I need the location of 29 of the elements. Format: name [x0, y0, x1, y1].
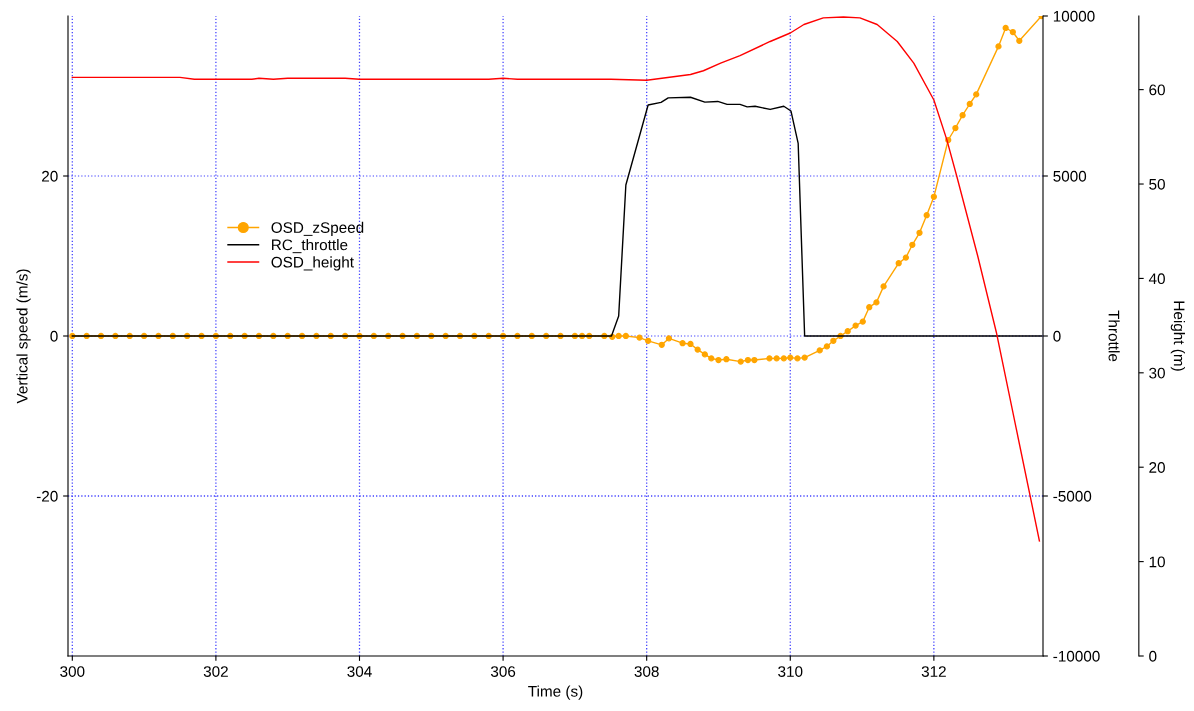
- x-tick-label: 310: [778, 666, 803, 677]
- x-tick-label: 300: [60, 666, 85, 677]
- legend-label: OSD_height: [271, 256, 354, 271]
- legend-label: OSD_zSpeed: [271, 221, 364, 236]
- y3-tick-label: 10: [1149, 556, 1165, 568]
- y3-tick-label: 50: [1149, 178, 1165, 190]
- y-tick-label: 20: [42, 170, 58, 182]
- y3-tick-label: 60: [1149, 84, 1165, 96]
- x-tick-label: 312: [921, 666, 946, 677]
- y3-axis-title: Height (m): [1170, 301, 1185, 371]
- y3-tick-label: 0: [1149, 650, 1157, 662]
- legend-label: RC_throttle: [272, 239, 348, 254]
- y2-tick-label: 10000: [1053, 10, 1095, 22]
- y3-tick-label: 40: [1148, 273, 1165, 285]
- y2-tick-label: -5000: [1053, 490, 1092, 502]
- x-tick-label: 304: [347, 666, 372, 677]
- y-tick-label: -20: [36, 490, 58, 502]
- x-tick-label: 306: [490, 666, 516, 677]
- x-tick-label: 308: [634, 666, 659, 677]
- y-axis-title: Vertical speed (m/s): [16, 269, 31, 404]
- y2-tick-label: 0: [1053, 330, 1061, 342]
- y2-tick-label: 5000: [1053, 170, 1087, 182]
- y3-tick-label: 30: [1149, 367, 1165, 379]
- y3-tick-label: 20: [1149, 462, 1165, 473]
- x-tick-label: 302: [203, 666, 228, 677]
- y-tick-label: 0: [50, 330, 58, 342]
- y2-axis-title: Throttle: [1108, 310, 1120, 362]
- y2-tick-label: -10000: [1053, 650, 1100, 662]
- x-axis-title: Time (s): [528, 685, 583, 700]
